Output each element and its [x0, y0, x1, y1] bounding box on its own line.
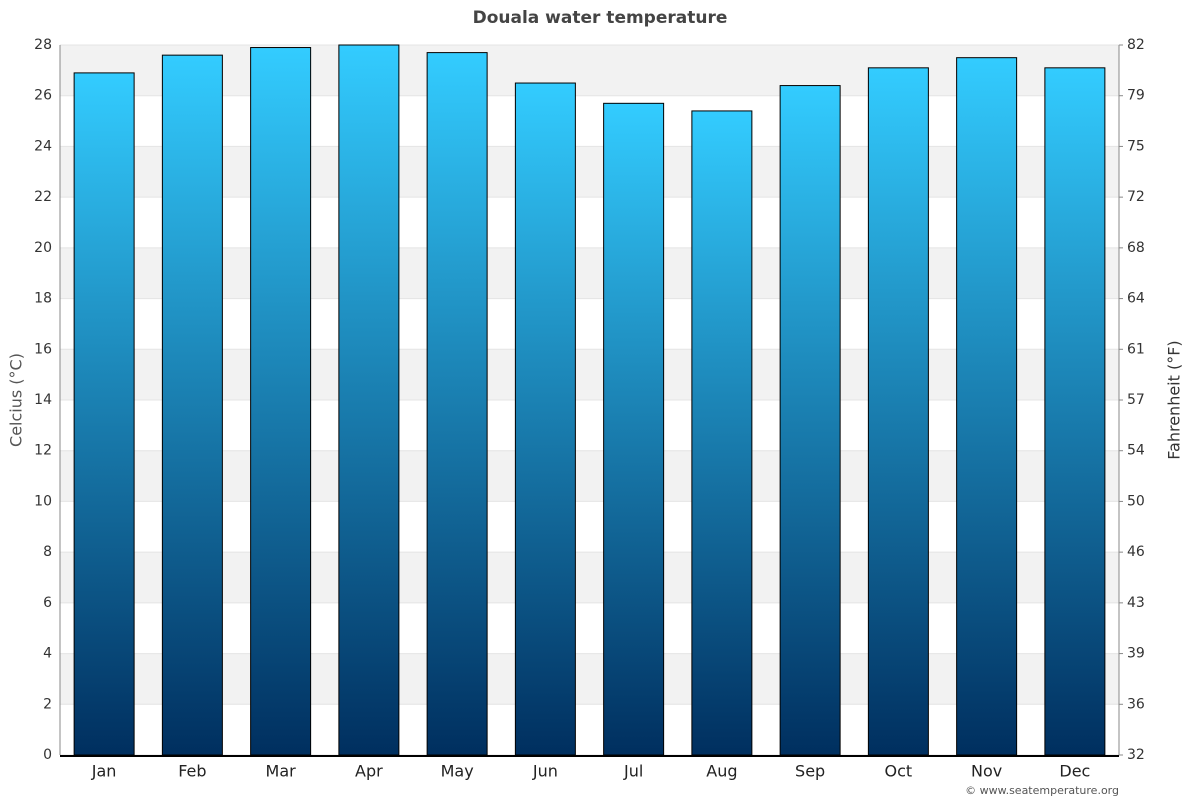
- grid-band: [60, 552, 1119, 603]
- bar: [1044, 67, 1106, 756]
- y-tick-label: 20: [34, 240, 52, 256]
- bar: [603, 102, 665, 756]
- y-axis-label: Celcius (°C): [7, 353, 26, 447]
- bar: [73, 72, 135, 756]
- grid-band: [60, 146, 1119, 198]
- x-tick-label: Oct: [885, 762, 913, 781]
- y-tick-label: 14: [34, 392, 52, 408]
- y2-tick-label: 68: [1127, 240, 1145, 256]
- x-tick-label: Jul: [623, 762, 643, 781]
- grid-band: [60, 45, 1119, 96]
- bar: [867, 67, 929, 756]
- y2-tick-label: 50: [1127, 493, 1145, 509]
- x-tick-label: Nov: [971, 762, 1002, 781]
- bar: [514, 82, 576, 756]
- y-tick-label: 26: [34, 88, 52, 104]
- y-tick-label: 0: [43, 747, 52, 763]
- grid-band: [60, 653, 1119, 705]
- y2-tick-label: 46: [1127, 544, 1145, 560]
- x-tick-label: Jan: [91, 762, 117, 781]
- y-tick-label: 2: [43, 696, 52, 712]
- chart-title: Douala water temperature: [473, 8, 728, 28]
- y-tick-label: 12: [34, 443, 52, 459]
- y-tick-label: 16: [34, 341, 52, 357]
- y2-tick-label: 54: [1127, 443, 1145, 459]
- y2-tick-label: 57: [1127, 392, 1145, 408]
- bar: [779, 85, 841, 756]
- y2-tick-label: 75: [1127, 138, 1145, 154]
- bar: [338, 44, 400, 756]
- y2-tick-label: 39: [1127, 646, 1145, 662]
- bar: [691, 110, 753, 756]
- y2-tick-label: 43: [1127, 595, 1145, 611]
- bar: [161, 54, 223, 756]
- y-tick-label: 6: [43, 595, 52, 611]
- y2-tick-label: 64: [1127, 291, 1145, 307]
- x-tick-label: Aug: [706, 762, 737, 781]
- y-tick-label: 18: [34, 291, 52, 307]
- plot-background: [60, 44, 1119, 756]
- y2-axis-label: Fahrenheit (°F): [1165, 340, 1184, 459]
- y-tick-label: 8: [43, 544, 52, 560]
- y-tick-label: 28: [34, 37, 52, 53]
- y2-tick-label: 32: [1127, 747, 1145, 763]
- grid-band: [60, 247, 1119, 299]
- y2-tick-label: 61: [1127, 341, 1145, 357]
- bar: [250, 47, 312, 756]
- x-tick-label: Apr: [355, 762, 383, 781]
- bar: [426, 52, 488, 756]
- y2-tick-label: 72: [1127, 189, 1145, 205]
- grid-band: [60, 349, 1119, 400]
- y-tick-label: 4: [43, 646, 52, 662]
- x-tick-label: May: [441, 762, 474, 781]
- x-tick-label: Dec: [1059, 762, 1090, 781]
- y2-tick-label: 79: [1127, 88, 1145, 104]
- y2-tick-label: 82: [1127, 37, 1145, 53]
- y-tick-label: 22: [34, 189, 52, 205]
- credit: © www.seatemperature.org: [965, 784, 1119, 797]
- x-tick-label: Sep: [795, 762, 825, 781]
- bar: [956, 57, 1018, 756]
- x-tick-label: Jun: [532, 762, 558, 781]
- grid-band: [60, 450, 1119, 502]
- x-tick-label: Feb: [178, 762, 206, 781]
- y-tick-label: 10: [34, 493, 52, 509]
- y2-tick-label: 36: [1127, 696, 1145, 712]
- x-tick-label: Mar: [266, 762, 297, 781]
- y-tick-label: 24: [34, 138, 52, 154]
